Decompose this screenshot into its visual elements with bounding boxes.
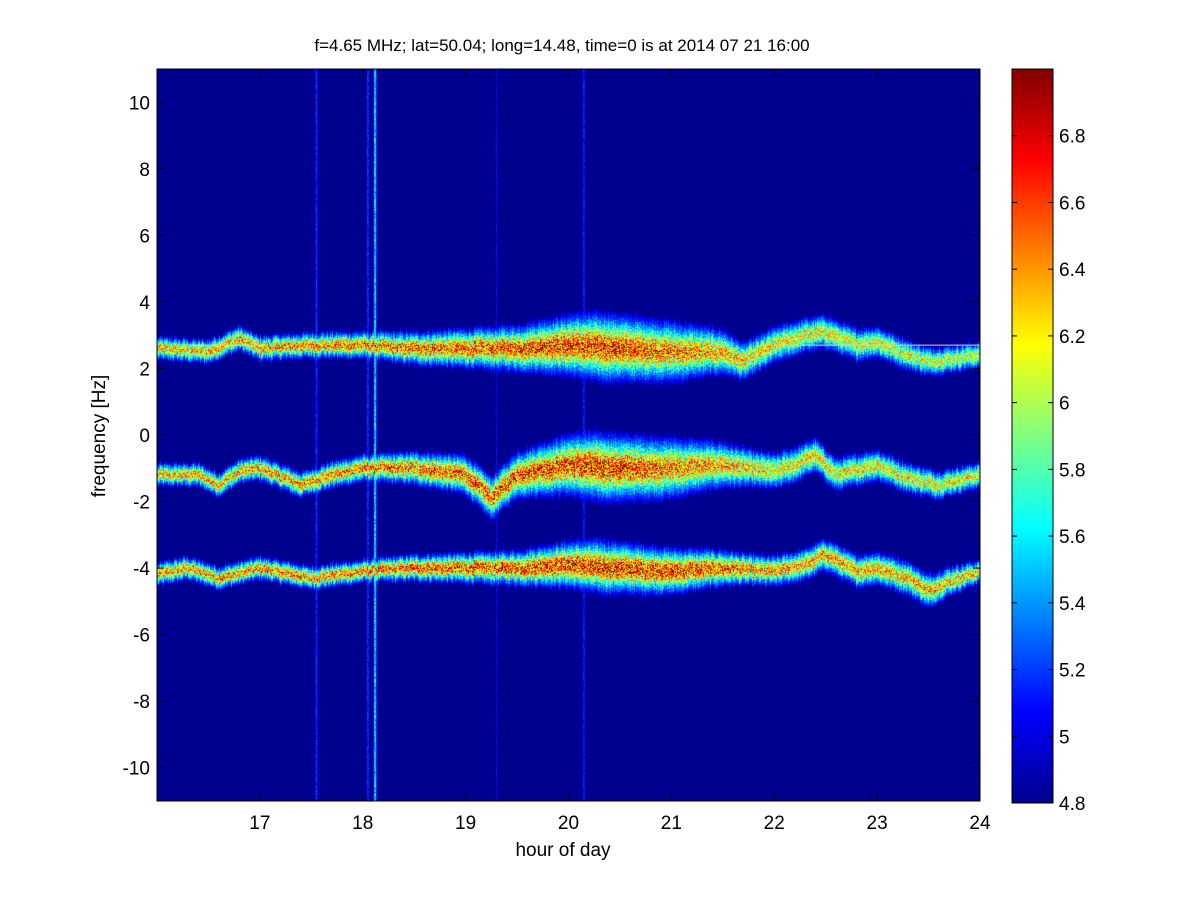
colorbar-ticks: 4.8 5 5.2 5.4 5.6 5.8 6 6.2 6.4 6.6 6.8 [1012, 127, 1086, 815]
x-tick-label: 23 [867, 813, 888, 834]
y-tick-label: -6 [133, 626, 150, 647]
x-tick-label: 22 [764, 813, 785, 834]
x-tick-label: 18 [352, 813, 373, 834]
colorbar-tick-label: 6.8 [1059, 127, 1085, 148]
spectrogram-heatmap [157, 69, 980, 801]
chart-title: f=4.65 MHz; lat=50.04; long=14.48, time=… [314, 36, 809, 55]
colorbar-tick-label: 5.6 [1059, 527, 1085, 548]
y-tick-label: 10 [129, 93, 150, 114]
x-tick-label: 24 [969, 813, 991, 834]
y-axis-ticks: -10 -8 -6 -4 -2 0 2 4 6 8 10 [123, 93, 980, 780]
y-tick-label: 6 [139, 226, 150, 247]
colorbar-frame [1011, 68, 1054, 804]
x-tick-label: 19 [455, 813, 476, 834]
y-tick-label: 0 [139, 426, 150, 447]
y-tick-label: 2 [139, 359, 150, 380]
x-tick-label: 21 [661, 813, 682, 834]
colorbar-tick-label: 6.4 [1059, 260, 1086, 281]
colorbar-tick-label: 6 [1059, 394, 1070, 415]
x-tick-label: 20 [558, 813, 579, 834]
colorbar-tick-label: 5.8 [1059, 460, 1085, 481]
colorbar-tick-label: 6.2 [1059, 327, 1085, 348]
x-axis-label: hour of day [515, 840, 611, 861]
y-tick-label: 4 [139, 293, 150, 314]
y-tick-label: -4 [133, 559, 150, 580]
colorbar: 4.8 5 5.2 5.4 5.6 5.8 6 6.2 6.4 6.6 6.8 [1011, 68, 1086, 815]
y-axis-label: frequency [Hz] [89, 375, 110, 498]
colorbar-tick-label: 5.2 [1059, 661, 1085, 682]
y-tick-label: -10 [123, 759, 150, 780]
colorbar-tick-label: 5.4 [1059, 594, 1086, 615]
x-tick-label: 17 [249, 813, 270, 834]
colorbar-tick-label: 6.6 [1059, 193, 1085, 214]
x-axis-ticks: 17 18 19 20 21 22 23 24 [249, 69, 991, 834]
colorbar-gradient [1012, 69, 1053, 803]
y-tick-label: -2 [133, 493, 150, 514]
y-tick-label: 8 [139, 160, 150, 181]
colorbar-tick-label: 4.8 [1059, 794, 1085, 815]
y-tick-label: -8 [133, 692, 150, 713]
plot-area [156, 68, 981, 802]
colorbar-tick-label: 5 [1059, 727, 1070, 748]
